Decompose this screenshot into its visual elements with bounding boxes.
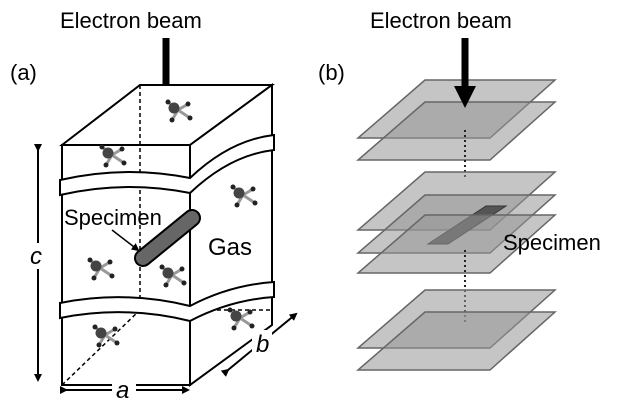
panel-a: (a) Electron beam Specimen Gas c a [10, 8, 296, 400]
panel-label: (b) [318, 60, 345, 85]
figure: (a) Electron beam Specimen Gas c a [0, 0, 623, 400]
gas-label: Gas [208, 234, 252, 261]
specimen-label: Specimen [503, 230, 601, 255]
a-label: a [116, 377, 129, 400]
c-label: c [30, 243, 42, 270]
specimen-label: Specimen [64, 205, 162, 230]
b-label: b [256, 331, 269, 358]
panel-label: (a) [10, 60, 37, 85]
beam-label: Electron beam [370, 8, 512, 33]
beam-label: Electron beam [60, 8, 202, 33]
panel-b: (b) Electron beam Specimen [318, 8, 601, 370]
